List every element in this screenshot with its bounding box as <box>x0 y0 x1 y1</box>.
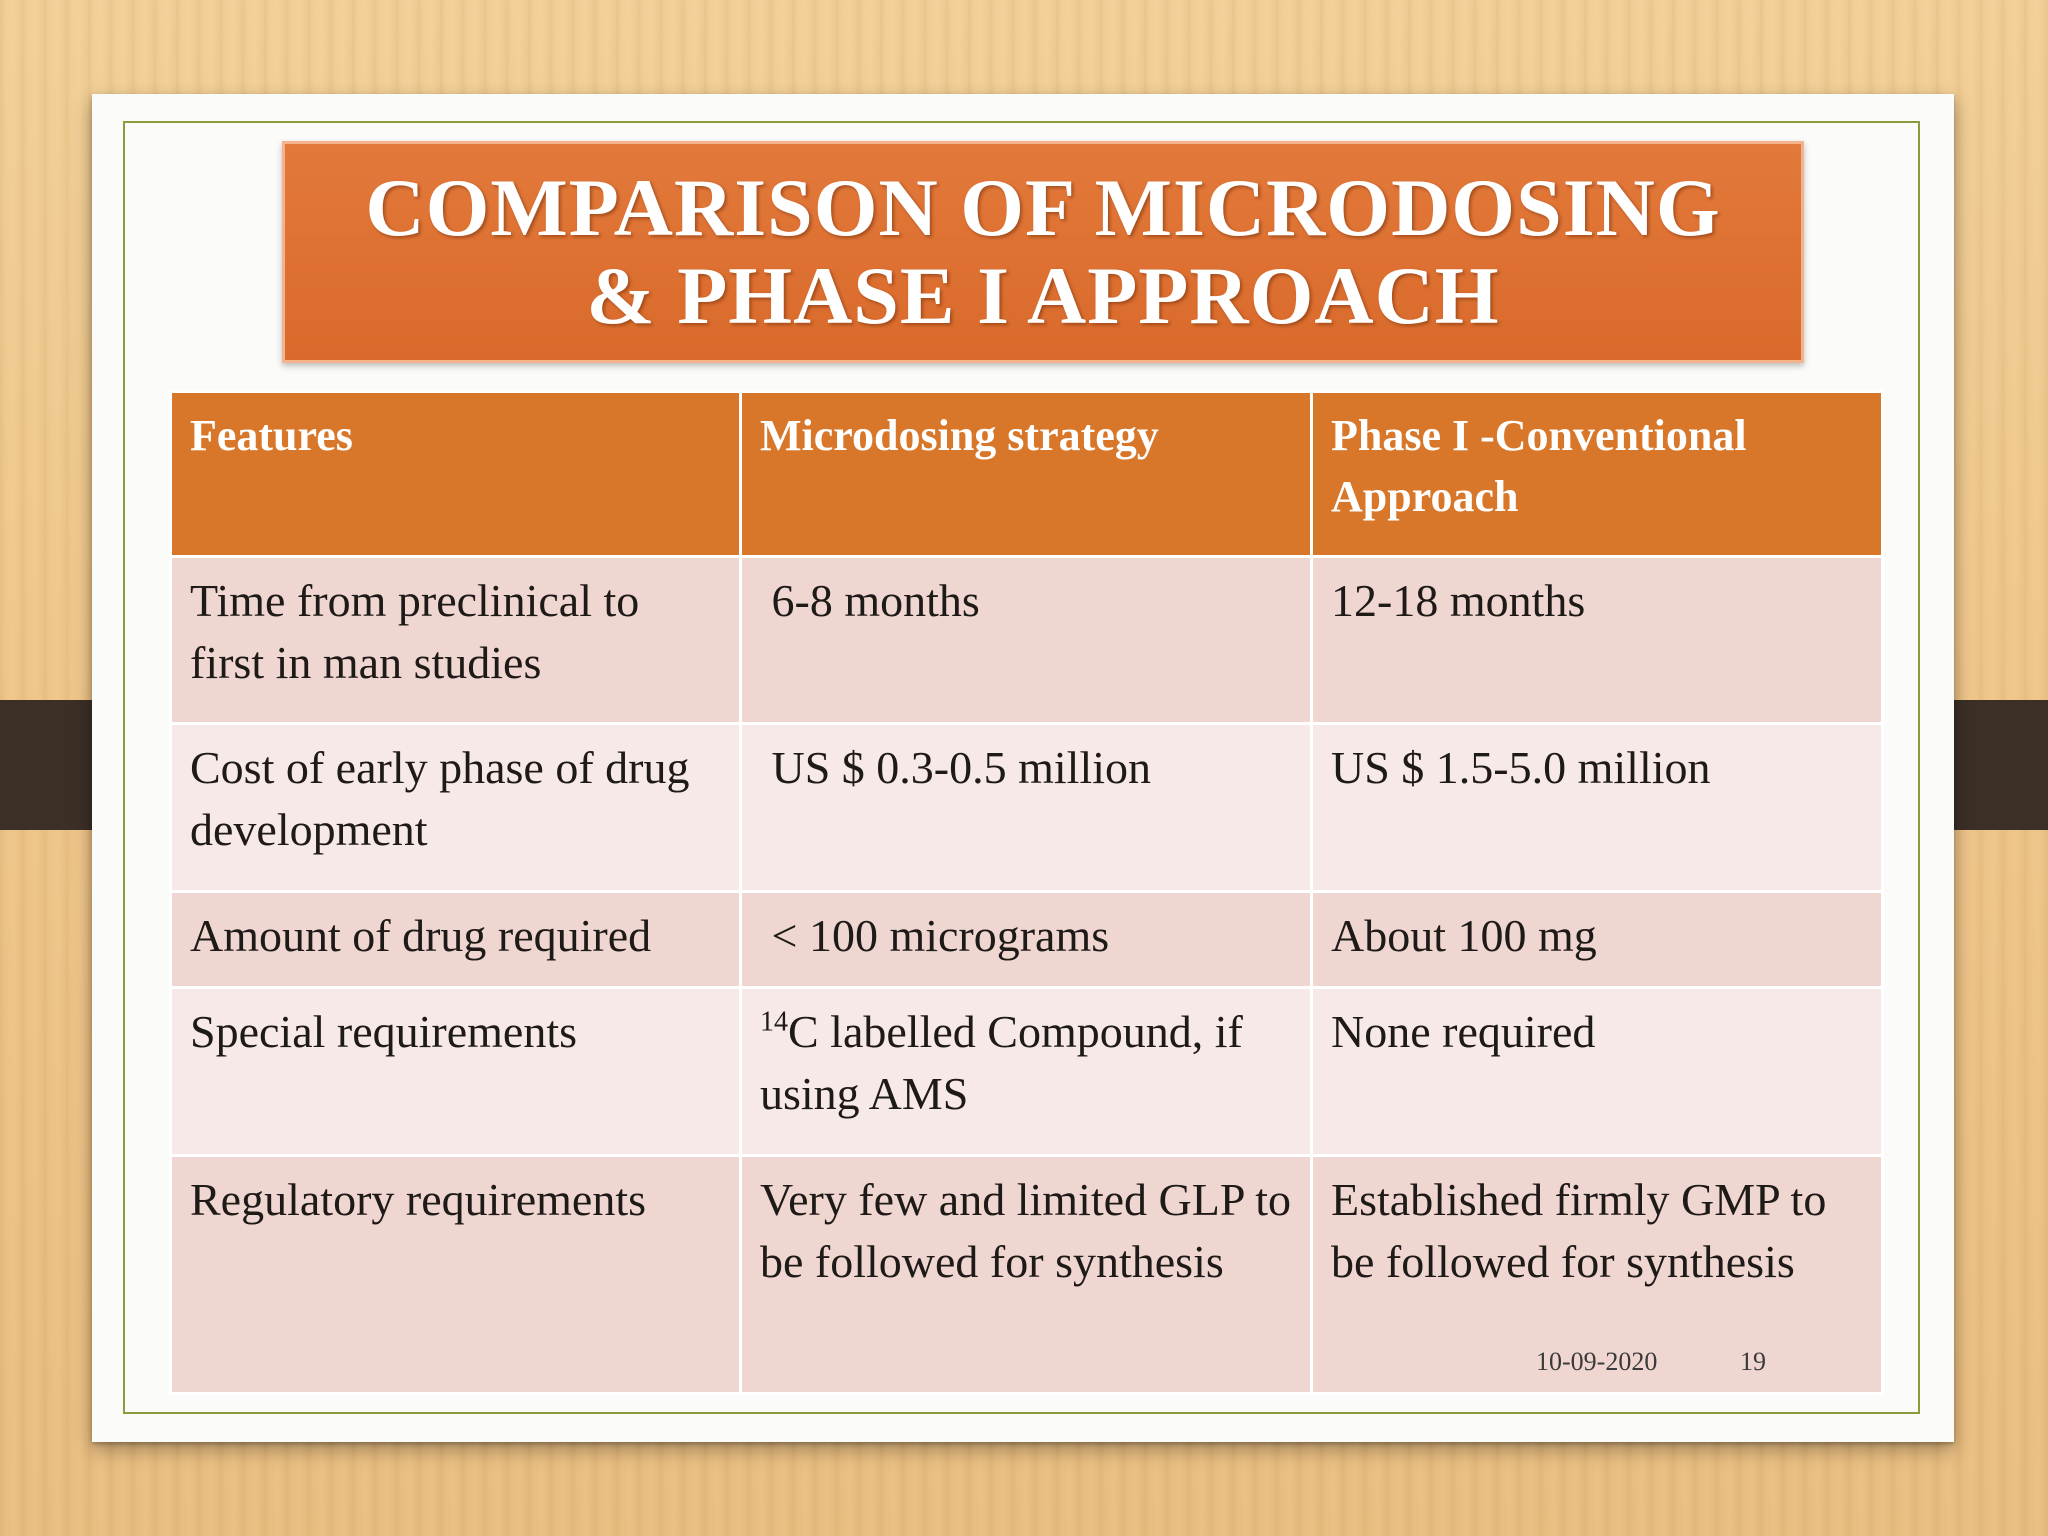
slide-date: 10-09-2020 <box>1536 1347 1658 1376</box>
table-cell-isotope: 14C labelled Compound, if using AMS <box>739 986 1313 1157</box>
comparison-table: Features Microdosing strategy Phase I -C… <box>169 390 1884 1395</box>
table-cell: US $ 0.3-0.5 million <box>739 722 1313 893</box>
isotope-superscript: 14 <box>760 1006 788 1038</box>
header-phase-1: Phase I -Conventional Approach <box>1310 390 1884 558</box>
table-row: Regulatory requirements Very few and lim… <box>169 1154 1884 1395</box>
table-cell: US $ 1.5-5.0 million <box>1310 722 1884 893</box>
table-cell: 6-8 months <box>739 555 1313 725</box>
slide-title-line-1: COMPARISON OF MICRODOSING <box>365 162 1721 253</box>
table-cell: Time from preclinical to first in man st… <box>169 555 742 725</box>
table-cell: Regulatory requirements <box>169 1154 742 1395</box>
slide-title-box: COMPARISON OF MICRODOSING & PHASE I APPR… <box>282 141 1804 363</box>
table-cell: Amount of drug required <box>169 890 742 989</box>
table-cell: About 100 mg <box>1310 890 1884 989</box>
table-row: Special requirements 14C labelled Compou… <box>169 986 1884 1157</box>
table-cell: 12-18 months <box>1310 555 1884 725</box>
table-header-row: Features Microdosing strategy Phase I -C… <box>169 390 1884 558</box>
table-cell: < 100 micrograms <box>739 890 1313 989</box>
table-cell: Special requirements <box>169 986 742 1157</box>
table-cell: Very few and limited GLP to be followed … <box>739 1154 1313 1395</box>
table-row: Cost of early phase of drug development … <box>169 722 1884 893</box>
slide-paper: COMPARISON OF MICRODOSING & PHASE I APPR… <box>92 94 1954 1442</box>
table-cell: Established firmly GMP to be followed fo… <box>1310 1154 1884 1395</box>
table-row: Time from preclinical to first in man st… <box>169 555 1884 725</box>
slide-title-line-2: & PHASE I APPROACH <box>586 250 1500 341</box>
slide-title: COMPARISON OF MICRODOSING & PHASE I APPR… <box>365 164 1720 340</box>
table-cell: None required <box>1310 986 1884 1157</box>
table-cell: Cost of early phase of drug development <box>169 722 742 893</box>
slide-inner-border <box>123 121 1920 1414</box>
header-microdosing: Microdosing strategy <box>739 390 1313 558</box>
slide-page-number: 19 <box>1740 1347 1766 1376</box>
table-row: Amount of drug required < 100 micrograms… <box>169 890 1884 989</box>
header-features: Features <box>169 390 742 558</box>
isotope-text: C labelled Compound, if using AMS <box>760 1006 1243 1119</box>
